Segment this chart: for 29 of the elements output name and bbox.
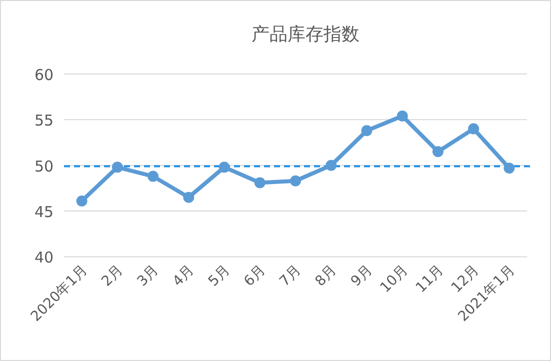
point bbox=[254, 177, 266, 188]
point bbox=[183, 192, 194, 203]
y-tick-label: 55 bbox=[34, 112, 54, 130]
y-tick-label: 50 bbox=[34, 157, 54, 176]
point bbox=[218, 162, 230, 173]
x-tick-label: 5月 bbox=[206, 262, 234, 290]
point bbox=[361, 125, 372, 136]
y-tick-label: 40 bbox=[34, 248, 54, 267]
y-tick-label: 60 bbox=[34, 66, 54, 84]
x-tick-label: 3月 bbox=[134, 262, 162, 290]
point bbox=[396, 110, 408, 122]
point bbox=[76, 195, 88, 206]
point bbox=[432, 146, 444, 158]
x-tick-label: 8月 bbox=[312, 262, 340, 290]
chart-title: 产品库存指数 bbox=[252, 24, 360, 45]
x-tick-label: 10月 bbox=[377, 262, 412, 296]
x-tick-label: 11月 bbox=[412, 262, 447, 296]
y-tick-label: 45 bbox=[34, 203, 54, 222]
point bbox=[112, 162, 123, 173]
point bbox=[148, 170, 159, 182]
x-tick-label: 4月 bbox=[170, 262, 198, 290]
x-tick-label: 7月 bbox=[276, 262, 304, 290]
x-tick-label: 9月 bbox=[348, 262, 376, 290]
point bbox=[504, 162, 515, 174]
point bbox=[290, 175, 301, 186]
point bbox=[326, 160, 337, 171]
x-tick-label: 2月 bbox=[98, 262, 126, 290]
point bbox=[468, 123, 480, 134]
x-tick-label: 6月 bbox=[241, 262, 269, 290]
